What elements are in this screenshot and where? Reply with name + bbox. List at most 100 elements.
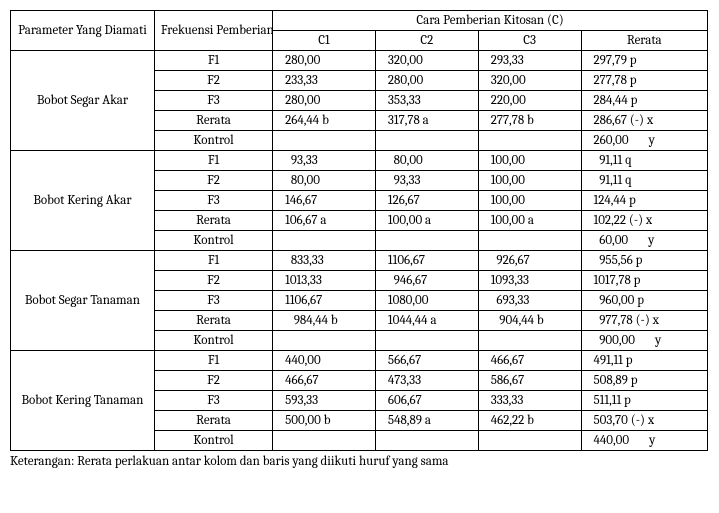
header-c2: C2 bbox=[375, 31, 478, 51]
frequency-cell: F1 bbox=[154, 351, 272, 371]
value-cell bbox=[273, 131, 376, 151]
value-cell: 466,67 bbox=[273, 371, 376, 391]
value-cell: 93,33 bbox=[273, 151, 376, 171]
value-cell: 297,79 p bbox=[581, 51, 708, 71]
frequency-cell: F1 bbox=[154, 151, 272, 171]
value-cell: 440,00 y bbox=[581, 431, 708, 451]
value-cell: 491,11 p bbox=[581, 351, 708, 371]
header-c3: C3 bbox=[478, 31, 581, 51]
frequency-cell: F2 bbox=[154, 271, 272, 291]
table-row: Bobot Kering AkarF1 93,33 80,00100,00 91… bbox=[11, 151, 708, 171]
frequency-cell: Kontrol bbox=[154, 131, 272, 151]
value-cell: 100,00 a bbox=[375, 211, 478, 231]
value-cell: 466,67 bbox=[478, 351, 581, 371]
value-cell: 977,78 (-) x bbox=[581, 311, 708, 331]
table-row: Bobot Kering TanamanF1440,00566,67466,67… bbox=[11, 351, 708, 371]
frequency-cell: Kontrol bbox=[154, 331, 272, 351]
value-cell: 220,00 bbox=[478, 91, 581, 111]
value-cell: 926,67 bbox=[478, 251, 581, 271]
value-cell bbox=[273, 231, 376, 251]
value-cell: 462,22 b bbox=[478, 411, 581, 431]
value-cell: 508,89 p bbox=[581, 371, 708, 391]
value-cell: 904,44 b bbox=[478, 311, 581, 331]
value-cell: 1080,00 bbox=[375, 291, 478, 311]
parameter-cell: Bobot Kering Akar bbox=[11, 151, 155, 251]
value-cell: 280,00 bbox=[273, 91, 376, 111]
parameter-cell: Bobot Segar Akar bbox=[11, 51, 155, 151]
value-cell: 93,33 bbox=[375, 171, 478, 191]
value-cell: 511,11 p bbox=[581, 391, 708, 411]
parameter-cell: Bobot Segar Tanaman bbox=[11, 251, 155, 351]
value-cell: 353,33 bbox=[375, 91, 478, 111]
value-cell: 277,78 b bbox=[478, 111, 581, 131]
frequency-cell: F3 bbox=[154, 391, 272, 411]
value-cell: 1013,33 bbox=[273, 271, 376, 291]
value-cell: 833,33 bbox=[273, 251, 376, 271]
table-row: Bobot Segar TanamanF1 833,331106,67 926,… bbox=[11, 251, 708, 271]
value-cell: 333,33 bbox=[478, 391, 581, 411]
frequency-cell: F3 bbox=[154, 191, 272, 211]
frequency-cell: Rerata bbox=[154, 311, 272, 331]
value-cell: 1106,67 bbox=[375, 251, 478, 271]
value-cell: 124,44 p bbox=[581, 191, 708, 211]
value-cell: 548,89 a bbox=[375, 411, 478, 431]
value-cell: 100,00 a bbox=[478, 211, 581, 231]
value-cell: 473,33 bbox=[375, 371, 478, 391]
value-cell bbox=[375, 131, 478, 151]
value-cell: 260,00 y bbox=[581, 131, 708, 151]
value-cell: 960,00 p bbox=[581, 291, 708, 311]
parameter-cell: Bobot Kering Tanaman bbox=[11, 351, 155, 451]
header-freq: Frekuensi Pemberian Kitosan (F) bbox=[154, 11, 272, 51]
value-cell bbox=[478, 431, 581, 451]
frequency-cell: F2 bbox=[154, 371, 272, 391]
value-cell: 955,56 p bbox=[581, 251, 708, 271]
value-cell bbox=[375, 431, 478, 451]
value-cell: 293,33 bbox=[478, 51, 581, 71]
frequency-cell: F1 bbox=[154, 51, 272, 71]
value-cell: 1106,67 bbox=[273, 291, 376, 311]
value-cell: 100,00 bbox=[478, 171, 581, 191]
header-method: Cara Pemberian Kitosan (C) bbox=[273, 11, 708, 31]
value-cell: 126,67 bbox=[375, 191, 478, 211]
value-cell: 1093,33 bbox=[478, 271, 581, 291]
value-cell bbox=[273, 431, 376, 451]
frequency-cell: F3 bbox=[154, 291, 272, 311]
value-cell: 280,00 bbox=[273, 51, 376, 71]
header-avg: Rerata bbox=[581, 31, 708, 51]
table-row: Bobot Segar AkarF1280,00320,00293,33297,… bbox=[11, 51, 708, 71]
value-cell: 100,00 bbox=[478, 191, 581, 211]
value-cell: 440,00 bbox=[273, 351, 376, 371]
value-cell bbox=[478, 131, 581, 151]
value-cell bbox=[273, 331, 376, 351]
value-cell bbox=[375, 331, 478, 351]
frequency-cell: F2 bbox=[154, 71, 272, 91]
value-cell: 284,44 p bbox=[581, 91, 708, 111]
frequency-cell: F1 bbox=[154, 251, 272, 271]
table-caption: Keterangan: Rerata perlakuan antar kolom… bbox=[10, 454, 708, 469]
header-param: Parameter Yang Diamati bbox=[11, 11, 155, 51]
frequency-cell: Rerata bbox=[154, 411, 272, 431]
header-c1: C1 bbox=[273, 31, 376, 51]
frequency-cell: F2 bbox=[154, 171, 272, 191]
value-cell: 102,22 (-) x bbox=[581, 211, 708, 231]
value-cell: 503,70 (-) x bbox=[581, 411, 708, 431]
frequency-cell: F3 bbox=[154, 91, 272, 111]
value-cell: 286,67 (-) x bbox=[581, 111, 708, 131]
value-cell: 80,00 bbox=[375, 151, 478, 171]
value-cell: 91,11 q bbox=[581, 171, 708, 191]
value-cell: 606,67 bbox=[375, 391, 478, 411]
frequency-cell: Rerata bbox=[154, 111, 272, 131]
value-cell: 984,44 b bbox=[273, 311, 376, 331]
value-cell: 80,00 bbox=[273, 171, 376, 191]
value-cell: 1017,78 p bbox=[581, 271, 708, 291]
value-cell: 900,00 y bbox=[581, 331, 708, 351]
frequency-cell: Rerata bbox=[154, 211, 272, 231]
value-cell: 264,44 b bbox=[273, 111, 376, 131]
value-cell: 91,11 q bbox=[581, 151, 708, 171]
value-cell: 60,00 y bbox=[581, 231, 708, 251]
data-table: Parameter Yang Diamati Frekuensi Pemberi… bbox=[10, 10, 708, 451]
value-cell: 106,67 a bbox=[273, 211, 376, 231]
value-cell: 146,67 bbox=[273, 191, 376, 211]
value-cell bbox=[478, 231, 581, 251]
value-cell: 280,00 bbox=[375, 71, 478, 91]
